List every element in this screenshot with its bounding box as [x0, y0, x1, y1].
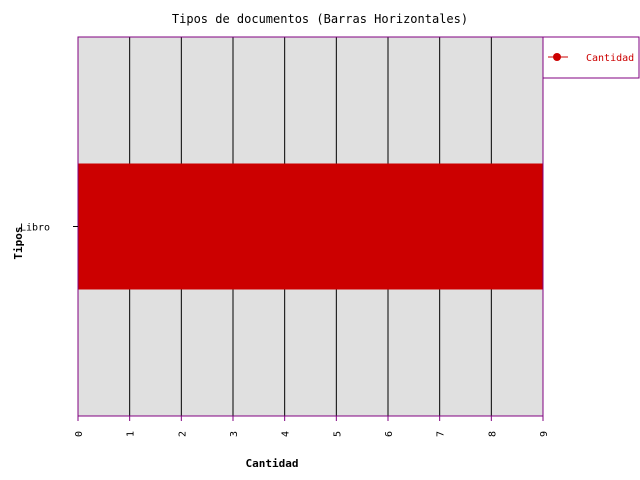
x-tick-label: 8 — [487, 431, 498, 437]
x-axis-label: Cantidad — [246, 457, 299, 470]
bar-libro — [78, 163, 543, 290]
x-tick-label: 9 — [539, 431, 550, 437]
x-tick-label: 3 — [229, 431, 240, 437]
legend: Cantidad — [542, 36, 640, 79]
x-tick-label: 5 — [332, 431, 343, 437]
x-tick-label: 4 — [281, 431, 292, 437]
chart-title: Tipos de documentos (Barras Horizontales… — [172, 12, 468, 26]
y-axis-label: Tipos — [12, 226, 25, 259]
legend-label: Cantidad — [586, 53, 634, 64]
y-axis-ticks: Libro — [20, 223, 78, 234]
bars — [78, 163, 543, 290]
legend-swatch-marker — [553, 53, 561, 61]
x-tick-label: 2 — [177, 431, 188, 437]
x-tick-label: 0 — [74, 431, 85, 437]
x-tick-label: 1 — [126, 431, 137, 437]
y-tick-label: Libro — [20, 223, 50, 234]
x-axis-ticks: 0 1 2 3 4 5 6 7 8 9 — [74, 416, 550, 437]
x-tick-label: 6 — [384, 431, 395, 437]
x-tick-label: 7 — [436, 431, 447, 437]
